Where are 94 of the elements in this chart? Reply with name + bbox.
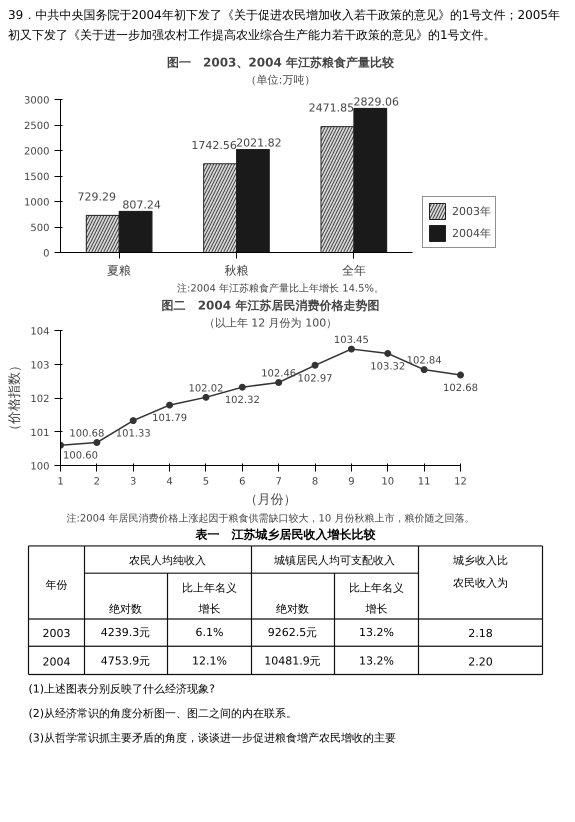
y-tick-label: 1500 [24,172,50,184]
y-tick-label: 2500 [24,121,50,132]
x-tick-label: 1 [57,476,64,488]
data-label: 102.46 [261,368,296,380]
point [238,384,246,391]
data-label: 2021.82 [236,136,282,150]
chart-title: 图二 2004 年江苏居民消费价格走势图 [162,298,380,312]
text: 农民收入为 [453,576,508,590]
text: 绝对数 [109,602,142,616]
text: 12.1% [192,654,227,668]
y-tick-label: 1000 [24,198,50,209]
x-tick-label: 秋粮 [224,264,248,278]
data-label: 102.32 [224,395,260,406]
x-tick-label: 12 [454,476,467,488]
data-label: 102.02 [188,383,224,394]
y-tick-label: 103 [30,360,50,372]
data-label: 729.29 [77,190,116,204]
point [93,439,100,446]
x-tick-label: 6 [239,476,246,488]
text: 城镇居民人均可支配收入 [273,554,395,568]
y-tick-label: 2000 [24,146,50,158]
y-tick-label: 100 [30,462,50,472]
text: (2)从经济常识的角度分析图一、图二之间的内在联系。 [28,706,298,720]
y-tick-label: 0 [43,248,50,260]
x-tick-label: 3 [130,476,136,488]
point [420,366,428,374]
y-axis-title: （价格指数） [7,359,22,437]
legend-label: 2003年 [452,204,491,218]
chart-subtitle: （以上年 12 月份为 100） [204,316,338,330]
text: 9262.5元 [268,626,318,640]
text: 年份 [46,578,68,592]
y-tick-label: 500 [30,223,50,234]
data-label: 1742.56 [191,138,237,152]
data-label: 102.97 [298,373,333,384]
text: 农民人均纯收入 [129,554,206,568]
text: (3)从哲学常识抓主要矛盾的角度，谈谈进一步促进粮食增产农民增收的主要 [28,731,396,744]
text: 比上年名义 [349,581,404,594]
x-tick-label: 全年 [342,264,366,278]
data-label: 103.45 [334,335,369,346]
text: 13.2% [359,654,394,668]
x-tick-label: 5 [202,476,210,488]
x-tick-label: 夏粮 [107,264,132,278]
text: 表一 江苏城乡居民收入增长比较 [194,527,376,542]
data-label: 100.60 [63,450,98,462]
legend-label: 2004年 [452,226,491,240]
text: 6.1% [196,626,224,640]
text: 城乡收入比 [452,554,508,568]
x-tick-label: 8 [312,476,318,488]
chart-subtitle: （单位:万吨） [246,74,316,86]
data-label: 101.33 [116,428,151,440]
data-label: 102.84 [406,356,442,367]
text: 2004 [42,655,71,668]
x-tick-label: 10 [381,476,394,488]
data-label: 100.68 [69,428,104,440]
x-tick-label: 2 [94,476,100,488]
text: 13.2% [359,626,394,640]
data-label: 2471.85 [308,102,354,115]
point [130,417,137,424]
text: 2.20 [468,655,493,668]
y-tick-label: 104 [30,326,50,338]
text: 增长 [364,602,388,616]
x-tick-label: 4 [166,476,173,488]
point [312,362,319,369]
point [384,350,392,357]
chart-title: 图一 2003、2004 年江苏粮食产量比较 [167,56,395,70]
x-tick-label: 9 [348,476,355,488]
y-tick-label: 3000 [24,96,50,107]
point [348,346,355,353]
y-tick-label: 101 [30,428,50,439]
y-tick-label: 102 [30,394,50,405]
text: 注:2004 年江苏粮食产量比上年增长 14.5%。 [177,282,384,294]
x-tick-label: 7 [276,476,282,488]
text: 比上年名义 [182,581,237,594]
text: 2003 [42,627,71,640]
data-label: 807.24 [122,198,161,212]
text: 10481.9元 [264,654,321,668]
text: 增长 [198,602,220,616]
point [275,378,282,386]
text: 2.18 [468,627,493,640]
data-label: 102.68 [443,383,478,394]
x-axis-title: （月份） [244,492,296,508]
point [457,372,464,379]
text: (1)上述图表分别反映了什么经济现象? [28,682,216,696]
data-label: 101.79 [152,413,188,424]
x-tick-label: 11 [418,476,431,488]
text: 4239.3元 [100,626,150,640]
text: 4753.9元 [100,654,150,668]
data-label: 2829.06 [354,95,400,108]
point [202,394,210,401]
text: 绝对数 [276,602,309,616]
data-label: 103.32 [370,361,406,372]
text: 注:2004 年居民消费价格上涨起因于粮食供需缺口较大，10 月份秋粮上市，粮价随之回落。 [66,512,474,524]
point [166,402,174,409]
text: 39．中共中央国务院于2004年初下发了《关于促进农民增加收入若干政策的意见》的1号文件；2005年初又下发了《关于进一步加强农村工作提高农业综合生产能力若干政策的意见》的1号文件。 [8,7,561,44]
